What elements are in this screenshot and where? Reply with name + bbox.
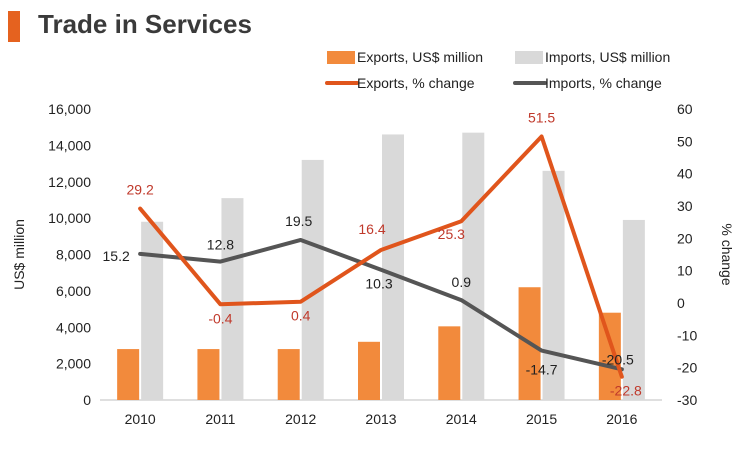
y2-tick-label-7: 40 [677, 166, 693, 182]
legend-label-2: Exports, % change [357, 75, 475, 91]
y2-axis-title: % change [719, 223, 735, 285]
x-tick-label-2010: 2010 [125, 411, 156, 427]
bar-exports-2012 [277, 349, 300, 400]
label-imports-change-2015: -14.7 [526, 362, 558, 378]
legend-label-3: Imports, % change [545, 75, 662, 91]
y2-tick-label-1: -20 [677, 360, 697, 376]
y-axis-title: US$ million [11, 219, 27, 290]
y2-tick-label-8: 50 [677, 133, 693, 149]
x-tick-label-2013: 2013 [365, 411, 396, 427]
bar-exports-2014 [438, 326, 461, 400]
legend-label-1: Imports, US$ million [545, 49, 670, 65]
label-exports-change-2016: -22.8 [610, 383, 642, 399]
x-tick-label-2012: 2012 [285, 411, 316, 427]
bar-imports-2012 [301, 159, 324, 400]
y-tick-label-2: 4,000 [56, 319, 91, 335]
y2-tick-label-0: -30 [677, 392, 697, 408]
bar-exports-2010 [117, 349, 140, 400]
x-tick-label-2016: 2016 [606, 411, 637, 427]
legend-label-0: Exports, US$ million [357, 49, 483, 65]
bar-imports-2015 [542, 170, 565, 400]
label-imports-change-2010: 15.2 [103, 248, 130, 264]
y-tick-label-8: 16,000 [48, 101, 91, 117]
bar-exports-2011 [197, 349, 220, 400]
title-accent-bar [8, 11, 20, 42]
x-tick-label-2011: 2011 [205, 411, 235, 427]
legend-swatch-0 [327, 51, 355, 64]
y2-tick-label-6: 30 [677, 198, 693, 214]
bar-imports-2013 [382, 134, 404, 400]
x-tick-label-2014: 2014 [446, 411, 477, 427]
y-tick-label-6: 12,000 [48, 174, 91, 190]
label-exports-change-2011: -0.4 [208, 310, 232, 326]
bar-imports-2016 [622, 219, 645, 400]
label-imports-change-2013: 10.3 [365, 276, 392, 292]
bar-exports-2016 [598, 312, 621, 400]
x-tick-label-2015: 2015 [526, 411, 557, 427]
label-exports-change-2015: 51.5 [528, 109, 555, 125]
y-tick-label-1: 2,000 [56, 356, 91, 372]
line-imports-change [138, 237, 624, 372]
y2-tick-label-4: 10 [677, 263, 693, 279]
label-exports-change-2010: 29.2 [127, 182, 154, 198]
label-imports-change-2011: 12.8 [207, 237, 234, 253]
y-tick-label-7: 14,000 [48, 137, 91, 153]
bar-imports-2014 [462, 132, 485, 401]
bar-exports-2013 [358, 341, 380, 400]
y2-tick-label-5: 20 [677, 230, 693, 246]
y2-tick-label-2: -10 [677, 327, 697, 343]
bar-imports-2010 [141, 221, 164, 400]
line-exports-change [138, 134, 624, 379]
legend-swatch-1 [515, 51, 543, 64]
label-exports-change-2014: 25.3 [438, 226, 465, 242]
bar-imports-2011 [221, 198, 244, 400]
y2-tick-label-9: 60 [677, 101, 693, 117]
chart-title: Trade in Services [38, 9, 252, 39]
y-tick-label-0: 0 [83, 392, 91, 408]
y2-tick-label-3: 0 [677, 295, 685, 311]
y-tick-label-5: 10,000 [48, 210, 91, 226]
label-imports-change-2016: -20.5 [602, 351, 634, 367]
label-imports-change-2014: 0.9 [452, 274, 472, 290]
label-exports-change-2012: 0.4 [291, 308, 311, 324]
label-exports-change-2013: 16.4 [358, 221, 385, 237]
label-imports-change-2012: 19.5 [285, 213, 312, 229]
y-tick-label-3: 6,000 [56, 283, 91, 299]
y-tick-label-4: 8,000 [56, 247, 91, 263]
